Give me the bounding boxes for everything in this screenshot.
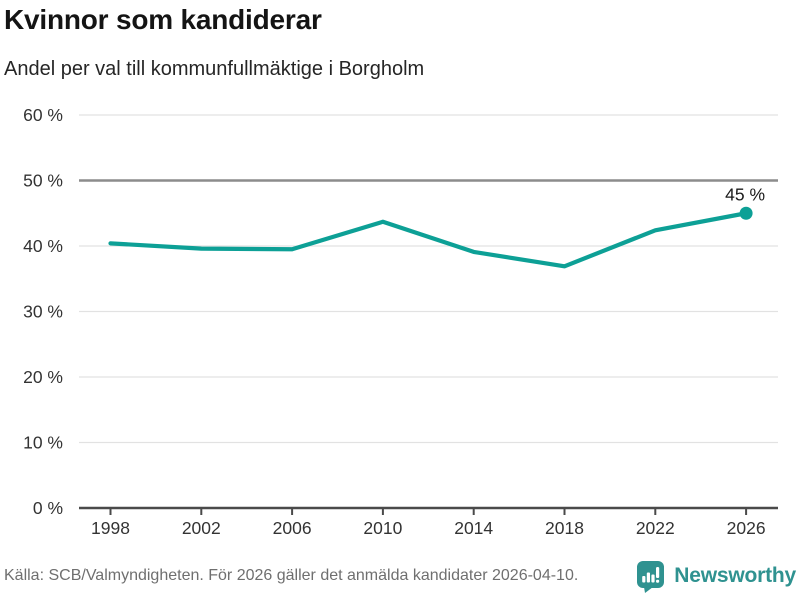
x-axis-tick-label: 2002 <box>182 518 221 538</box>
x-axis-tick-label: 1998 <box>91 518 130 538</box>
x-axis-tick-label: 2026 <box>727 518 766 538</box>
x-axis-tick-label: 2006 <box>273 518 312 538</box>
y-axis-tick-label: 20 % <box>23 367 63 387</box>
footer: Källa: SCB/Valmyndigheten. För 2026 gäll… <box>4 556 796 596</box>
y-axis-tick-label: 0 % <box>33 498 63 518</box>
end-point-label: 45 % <box>725 184 765 204</box>
x-axis-tick-label: 2018 <box>545 518 584 538</box>
y-axis-tick-label: 60 % <box>23 105 63 125</box>
y-axis-tick-label: 10 % <box>23 433 63 453</box>
source-note: Källa: SCB/Valmyndigheten. För 2026 gäll… <box>4 567 579 584</box>
newsworthy-logo[interactable]: Newsworthy <box>634 559 796 593</box>
y-axis-tick-label: 50 % <box>23 171 63 191</box>
chart-title: Kvinnor som kandiderar <box>4 4 322 35</box>
x-axis-tick-label: 2014 <box>454 518 493 538</box>
x-axis-tick-label: 2022 <box>636 518 675 538</box>
newsworthy-logo-icon <box>637 561 665 593</box>
y-axis-tick-label: 40 % <box>23 236 63 256</box>
data-line <box>108 211 749 269</box>
chart-subtitle: Andel per val till kommunfullmäktige i B… <box>4 58 425 80</box>
newsworthy-logo-text: Newsworthy <box>674 564 796 587</box>
x-axis-tick-label: 2010 <box>363 518 402 538</box>
end-point-dot <box>739 206 753 220</box>
y-axis-tick-label: 30 % <box>23 302 63 322</box>
